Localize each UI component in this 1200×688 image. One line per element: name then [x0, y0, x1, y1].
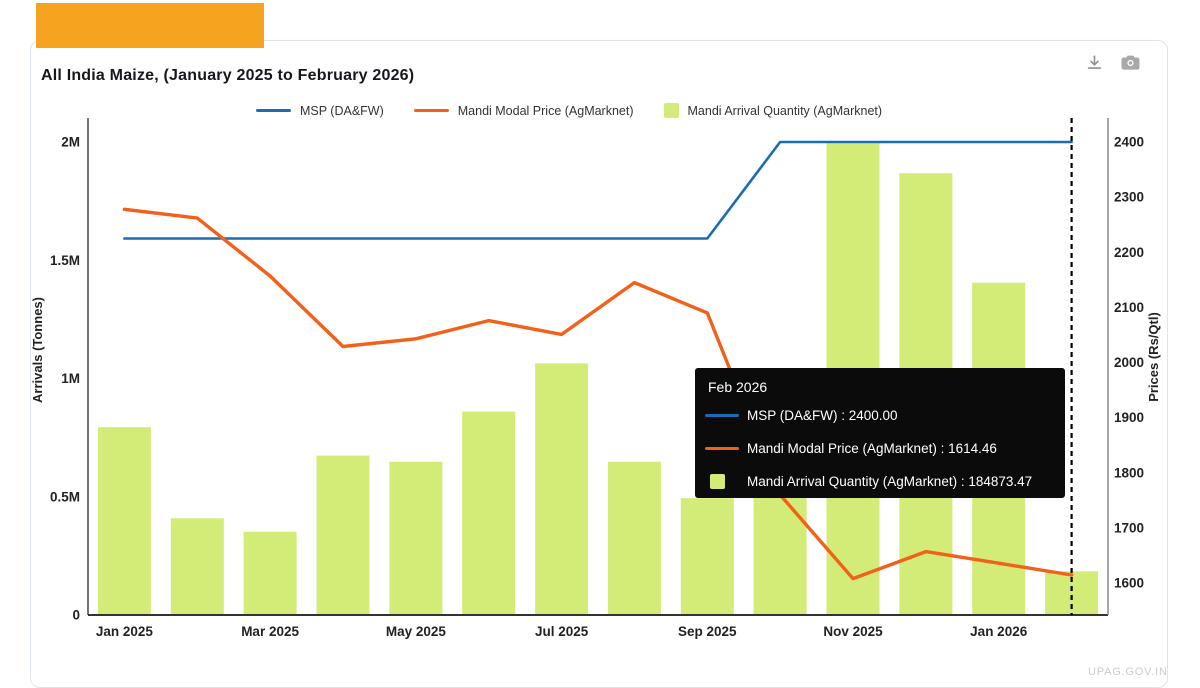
x-axis-tick: Mar 2025	[241, 624, 299, 639]
left-axis-tick: 1.5M	[50, 253, 80, 268]
msp-line[interactable]	[123, 140, 1073, 240]
right-axis-tick: 1700	[1114, 520, 1144, 535]
legend-label: Mandi Modal Price (AgMarknet)	[457, 103, 634, 118]
x-axis-labels: Jan 2025 Mar 2025 May 2025 Jul 2025 Sep 2025…	[96, 624, 1028, 639]
legend-item-1[interactable]: Mandi Modal Price (AgMarknet)	[413, 103, 634, 118]
tooltip-title: Feb 2026	[708, 379, 768, 395]
arrival-bars[interactable]	[97, 143, 1099, 615]
tooltip-row: Mandi Modal Price (AgMarknet) : 1614.46	[705, 432, 1053, 465]
right-axis-title: Prices (Rs/Qtl)	[1146, 312, 1161, 402]
legend-marker	[255, 109, 291, 112]
tooltip-marker	[705, 414, 739, 417]
x-axis-tick: Jan 2026	[970, 624, 1028, 639]
bar-feb-2025[interactable]	[170, 518, 224, 615]
right-axis-tick: 1800	[1114, 465, 1144, 480]
right-axis-tick: 1900	[1114, 410, 1144, 425]
modal-price-line[interactable]	[122, 207, 1074, 581]
series-path	[123, 140, 1073, 240]
tooltip-row: MSP (DA&FW) : 2400.00	[705, 399, 1053, 432]
camera-icon[interactable]	[1120, 53, 1141, 72]
legend-item-2[interactable]: Mandi Arrival Quantity (AgMarknet)	[663, 103, 883, 118]
x-axis-tick: May 2025	[386, 624, 447, 639]
bar-mar-2025[interactable]	[243, 531, 297, 615]
bar-apr-2025[interactable]	[316, 455, 370, 615]
bar-jul-2025[interactable]	[535, 363, 589, 615]
tooltip-row: Mandi Arrival Quantity (AgMarknet) : 184…	[705, 465, 1053, 498]
left-axis-tick: 0.5M	[50, 489, 80, 504]
left-axis-tick: 1M	[61, 371, 80, 386]
tooltip-row-text: MSP (DA&FW) : 2400.00	[747, 408, 898, 423]
right-axis-tick: 2100	[1114, 300, 1144, 315]
series-path	[122, 207, 1074, 581]
chart-title: All India Maize, (January 2025 to Februa…	[41, 67, 415, 84]
bar-sep-2025[interactable]	[680, 498, 734, 615]
tooltip-rows: MSP (DA&FW) : 2400.00 Mandi Modal Price (…	[705, 399, 1053, 498]
right-axis-tick: 2200	[1114, 245, 1144, 260]
right-axis-tick: 1600	[1114, 576, 1144, 591]
left-axis-labels: 0 0.5M 1M 1.5M 2M	[50, 135, 80, 623]
right-axis-tick: 2300	[1114, 190, 1144, 205]
left-axis-title: Arrivals (Tonnes)	[30, 297, 45, 403]
legend-label: Mandi Arrival Quantity (AgMarknet)	[687, 103, 883, 118]
chart-toolbar	[1085, 53, 1141, 72]
left-axis-tick: 2M	[61, 135, 80, 150]
legend-item-0[interactable]: MSP (DA&FW)	[255, 103, 384, 118]
chart-tooltip: Feb 2026 MSP (DA&FW) : 2400.00 Mandi Moda…	[695, 368, 1065, 498]
watermark: UPAG.GOV.IN	[1088, 666, 1168, 678]
axes	[87, 118, 1109, 616]
legend: MSP (DA&FW) Mandi Modal Price (AgMarknet)…	[31, 103, 1167, 118]
right-axis-tick: 2000	[1114, 355, 1144, 370]
header-accent-block	[36, 3, 264, 48]
x-axis-tick: Jan 2025	[96, 624, 154, 639]
tooltip-marker	[705, 447, 739, 450]
x-axis-tick: Nov 2025	[823, 624, 883, 639]
legend-marker	[663, 103, 679, 118]
right-axis-tick: 2400	[1114, 135, 1144, 150]
download-icon[interactable]	[1085, 53, 1104, 72]
tooltip-row-text: Mandi Modal Price (AgMarknet) : 1614.46	[747, 441, 997, 456]
bar-jan-2025[interactable]	[97, 427, 151, 615]
legend-label: MSP (DA&FW)	[299, 103, 384, 118]
bar-jun-2025[interactable]	[462, 411, 516, 615]
x-axis-tick: Sep 2025	[678, 624, 737, 639]
x-axis-tick: Jul 2025	[535, 624, 589, 639]
bar-may-2025[interactable]	[389, 461, 443, 615]
bar-aug-2025[interactable]	[607, 461, 661, 615]
right-axis-labels: 1600 1700 1800 1900 2000 2100 2200 2300 2400	[1114, 135, 1144, 591]
tooltip-marker	[710, 474, 725, 489]
legend-marker	[413, 109, 449, 112]
axis-titles: Arrivals (Tonnes) Prices (Rs/Qtl)	[30, 297, 1161, 403]
left-axis-tick: 0	[72, 608, 80, 623]
tooltip-row-text: Mandi Arrival Quantity (AgMarknet) : 184…	[747, 474, 1033, 489]
